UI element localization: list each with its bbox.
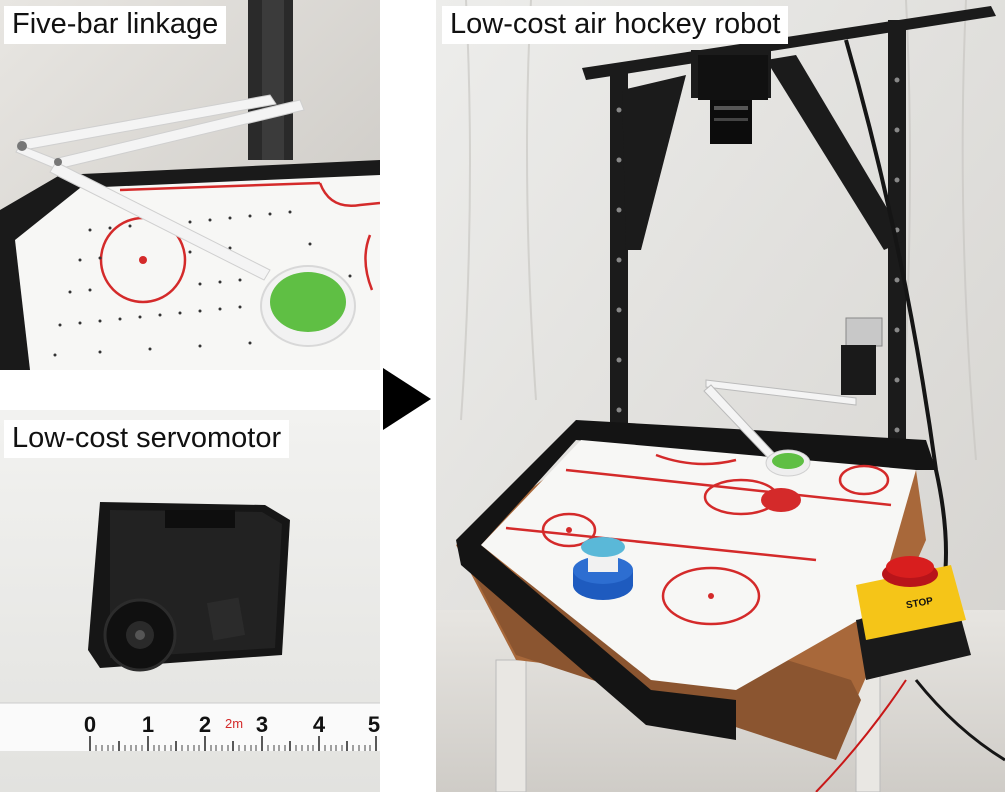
five-bar-linkage-photo: Five-bar linkage <box>0 0 380 370</box>
stop-label: STOP <box>905 596 934 612</box>
ruler-mark-3: 3 <box>256 712 268 737</box>
servomotor-scene: 0 1 2 3 4 5 2m <box>0 410 380 792</box>
triangle-right-icon <box>383 368 431 430</box>
five-bar-linkage-scene <box>0 0 380 370</box>
servo-unit <box>841 345 876 395</box>
player-mallet <box>573 537 633 600</box>
table-surface <box>481 440 916 690</box>
ruler-mark-4: 4 <box>313 712 326 737</box>
servo-bracket <box>845 317 883 347</box>
servomotor-caption: Low-cost servomotor <box>4 420 290 458</box>
air-hockey-robot-caption: Low-cost air hockey robot <box>442 6 789 44</box>
green-mallet <box>260 265 356 347</box>
table-rim <box>456 420 936 740</box>
camera <box>698 55 768 144</box>
ruler-unit-label: 2m <box>225 716 243 731</box>
ruler-mark-2: 2 <box>199 712 211 737</box>
ruler-mark-5: 5 <box>368 712 380 737</box>
ruler: 0 1 2 3 4 5 2m <box>0 702 380 751</box>
table-markings <box>505 453 892 626</box>
red-wire <box>815 679 907 792</box>
table-dots <box>53 210 352 357</box>
air-hockey-robot-scene: STOP <box>436 0 1005 792</box>
emergency-stop-box: STOP <box>856 556 971 680</box>
ruler-mark-1: 1 <box>142 712 154 737</box>
servomotor-photo: 0 1 2 3 4 5 2m Low-cost servomotor <box>0 410 380 792</box>
cable <box>844 39 948 621</box>
servo-body <box>88 502 290 672</box>
stand-leg <box>495 659 527 792</box>
air-hockey-robot-photo: STOP Low-cost air hockey robot <box>436 0 1005 792</box>
five-bar-linkage-caption: Five-bar linkage <box>4 6 227 44</box>
ruler-mark-0: 0 <box>84 712 96 737</box>
joint <box>17 141 27 151</box>
frame-holes <box>616 77 900 483</box>
red-puck <box>761 488 801 512</box>
linkage-arms <box>15 94 305 281</box>
